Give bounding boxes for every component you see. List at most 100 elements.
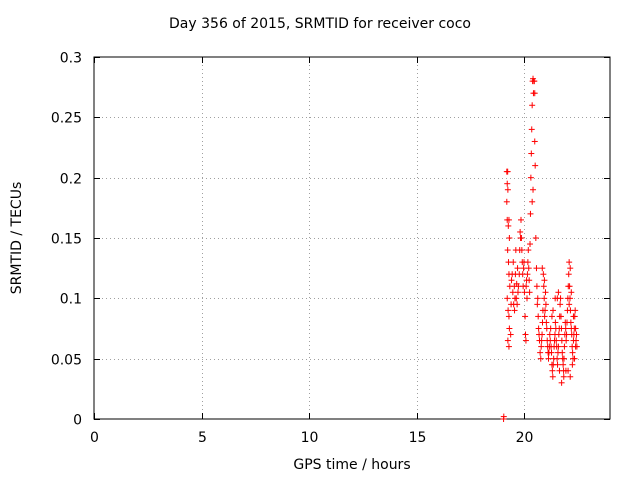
data-point [514, 289, 521, 296]
y-axis-label: SRMTID / TECUs [9, 181, 25, 295]
data-point [524, 295, 531, 302]
data-point [542, 289, 549, 296]
x-tick-label: 20 [516, 430, 534, 446]
data-point [540, 271, 547, 278]
data-point [561, 343, 568, 350]
data-point [527, 210, 534, 217]
x-tick-label: 0 [90, 430, 99, 446]
data-point [505, 222, 512, 229]
data-point [505, 216, 512, 223]
data-point [527, 241, 534, 248]
data-point [537, 355, 544, 362]
x-tick-label: 5 [198, 430, 207, 446]
data-point [514, 301, 521, 308]
data-point [540, 283, 547, 290]
data-point [572, 343, 579, 350]
data-point [506, 235, 513, 241]
data-point [525, 247, 532, 254]
data-point [533, 283, 540, 290]
data-point [524, 271, 531, 278]
data-point [567, 373, 574, 380]
data-point [570, 313, 577, 320]
data-point [548, 349, 555, 356]
data-point [510, 259, 517, 266]
data-point [532, 162, 539, 169]
x-tick-label: 15 [409, 430, 427, 446]
data-point [526, 289, 533, 296]
axis-ticks: 0 0.05 0.1 0.15 0.2 0.25 0.3 0 5 10 15 20 [51, 51, 610, 446]
data-point [562, 325, 569, 332]
data-point [555, 343, 562, 350]
y-tick-label: 0.25 [51, 111, 82, 127]
data-point [569, 361, 576, 368]
data-point [518, 247, 525, 254]
y-tick-label: 0 [73, 413, 82, 429]
data-point [573, 331, 580, 338]
plot-frame [93, 56, 611, 420]
data-point [535, 313, 542, 320]
data-point [534, 295, 541, 302]
data-point [554, 361, 561, 368]
data-point [504, 337, 511, 344]
data-point [556, 367, 563, 374]
data-point [524, 259, 531, 266]
data-point [520, 265, 527, 272]
data-point [552, 319, 559, 326]
data-point [514, 265, 521, 272]
data-point [517, 216, 524, 223]
data-points [500, 75, 580, 422]
x-axis-label: GPS time / hours [293, 457, 411, 473]
data-point [530, 186, 537, 193]
data-point [508, 277, 515, 284]
data-point [569, 349, 576, 356]
data-point [505, 313, 512, 320]
data-point [509, 289, 516, 296]
data-point [555, 289, 562, 296]
data-point [538, 343, 545, 350]
data-point [517, 228, 524, 235]
data-point [506, 325, 513, 332]
data-point [566, 259, 573, 266]
data-point [552, 295, 559, 302]
data-point [513, 295, 520, 302]
data-point [523, 283, 530, 290]
data-point [525, 265, 532, 272]
data-point [522, 331, 529, 338]
data-point [559, 349, 566, 356]
data-point [539, 265, 546, 272]
data-point [547, 325, 554, 332]
data-point [541, 313, 548, 320]
data-point [505, 307, 512, 314]
grid-lines [94, 57, 610, 419]
data-point [531, 78, 538, 85]
data-point [554, 355, 561, 362]
data-point [572, 325, 579, 332]
y-tick-label: 0.05 [51, 353, 82, 369]
data-point [573, 337, 580, 344]
data-point [507, 331, 514, 338]
data-point [528, 150, 535, 157]
data-point [531, 138, 538, 145]
data-point [557, 313, 564, 320]
data-point [555, 331, 562, 338]
data-point [571, 355, 578, 362]
data-point [532, 235, 539, 241]
data-point [563, 337, 570, 344]
data-point [548, 313, 555, 320]
data-point [535, 325, 542, 332]
data-point [505, 343, 512, 350]
data-point [565, 271, 572, 278]
data-point [504, 247, 511, 254]
data-point [560, 361, 567, 368]
data-point [527, 174, 534, 181]
data-point [522, 337, 529, 344]
data-point [562, 367, 569, 374]
data-point [557, 301, 564, 308]
data-point [560, 373, 567, 380]
data-point [543, 319, 550, 326]
data-point [560, 355, 567, 362]
data-point [539, 331, 546, 338]
data-point [528, 126, 535, 133]
data-point [549, 367, 556, 374]
